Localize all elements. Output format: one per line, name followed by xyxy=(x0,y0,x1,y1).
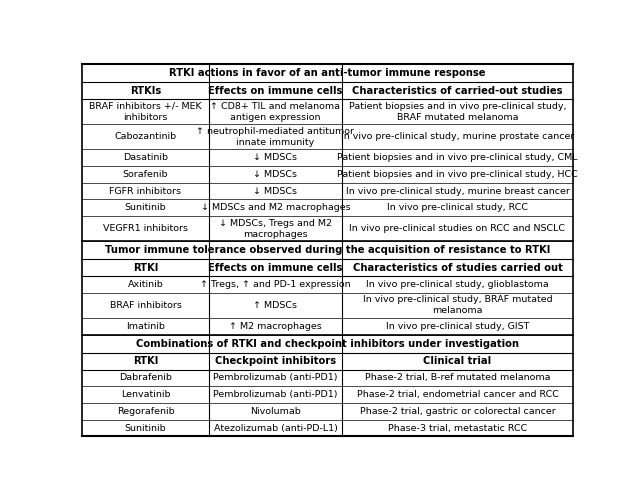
Text: Sorafenib: Sorafenib xyxy=(123,170,168,179)
Text: In vivo pre-clinical study, BRAF mutated
melanoma: In vivo pre-clinical study, BRAF mutated… xyxy=(363,295,552,315)
Text: Nivolumab: Nivolumab xyxy=(250,407,301,416)
Text: ↓ MDSCs and M2 macrophages: ↓ MDSCs and M2 macrophages xyxy=(201,203,350,212)
Text: ↑ neutrophil-mediated antitumor
innate immunity: ↑ neutrophil-mediated antitumor innate i… xyxy=(196,126,355,147)
Text: In vivo pre-clinical studies on RCC and NSCLC: In vivo pre-clinical studies on RCC and … xyxy=(350,224,566,233)
Text: Checkpoint inhibitors: Checkpoint inhibitors xyxy=(215,356,336,366)
Text: VEGFR1 inhibitors: VEGFR1 inhibitors xyxy=(103,224,188,233)
Text: ↑ MDSCs: ↑ MDSCs xyxy=(254,301,298,310)
Text: Characteristics of studies carried out: Characteristics of studies carried out xyxy=(353,263,562,273)
Text: Cabozantinib: Cabozantinib xyxy=(114,132,176,141)
Text: In vivo pre-clinical study, RCC: In vivo pre-clinical study, RCC xyxy=(387,203,528,212)
Text: ↑ Tregs, ↑ and PD-1 expression: ↑ Tregs, ↑ and PD-1 expression xyxy=(200,280,351,289)
Text: Phase-2 trial, gastric or colorectal cancer: Phase-2 trial, gastric or colorectal can… xyxy=(360,407,555,416)
Text: In vivo pre-clinical study, GIST: In vivo pre-clinical study, GIST xyxy=(386,322,529,331)
Text: Patient biopsies and in vivo pre-clinical study,
BRAF mutated melanoma: Patient biopsies and in vivo pre-clinica… xyxy=(349,102,566,122)
Text: Phase-2 trial, endometrial cancer and RCC: Phase-2 trial, endometrial cancer and RC… xyxy=(357,390,558,399)
Text: ↑ CD8+ TIL and melanoma
antigen expression: ↑ CD8+ TIL and melanoma antigen expressi… xyxy=(210,102,341,122)
Text: In vivo pre-clinical study, glioblastoma: In vivo pre-clinical study, glioblastoma xyxy=(366,280,549,289)
Text: BRAF inhibitors +/- MEK
inhibitors: BRAF inhibitors +/- MEK inhibitors xyxy=(89,102,202,122)
Text: Regorafenib: Regorafenib xyxy=(117,407,174,416)
Text: Axitinib: Axitinib xyxy=(128,280,164,289)
Text: Characteristics of carried-out studies: Characteristics of carried-out studies xyxy=(352,86,563,96)
Text: ↓ MDSCs: ↓ MDSCs xyxy=(254,186,298,195)
Text: Patient biopsies and in vivo pre-clinical study, HCC: Patient biopsies and in vivo pre-clinica… xyxy=(337,170,578,179)
Text: RTKI: RTKI xyxy=(133,263,158,273)
Text: Dasatinib: Dasatinib xyxy=(123,153,168,162)
Text: FGFR inhibitors: FGFR inhibitors xyxy=(109,186,181,195)
Text: ↑ M2 macrophages: ↑ M2 macrophages xyxy=(229,322,322,331)
Text: Pembrolizumab (anti-PD1): Pembrolizumab (anti-PD1) xyxy=(213,390,338,399)
Text: Pembrolizumab (anti-PD1): Pembrolizumab (anti-PD1) xyxy=(213,373,338,382)
Text: Sunitinib: Sunitinib xyxy=(125,424,166,433)
Text: In vivo pre-clinical study, murine prostate cancer: In vivo pre-clinical study, murine prost… xyxy=(341,132,574,141)
Text: Imatinib: Imatinib xyxy=(126,322,165,331)
Text: RTKIs: RTKIs xyxy=(130,86,161,96)
Text: Phase-2 trial, B-ref mutated melanoma: Phase-2 trial, B-ref mutated melanoma xyxy=(365,373,550,382)
Text: RTKI actions in favor of an anti-tumor immune response: RTKI actions in favor of an anti-tumor i… xyxy=(169,68,486,78)
Text: Effects on immune cells: Effects on immune cells xyxy=(208,263,343,273)
Text: BRAF inhibitors: BRAF inhibitors xyxy=(109,301,181,310)
Text: Patient biopsies and in vivo pre-clinical study, CML: Patient biopsies and in vivo pre-clinica… xyxy=(337,153,578,162)
Text: Atezolizumab (anti-PD-L1): Atezolizumab (anti-PD-L1) xyxy=(213,424,337,433)
Text: ↓ MDSCs: ↓ MDSCs xyxy=(254,170,298,179)
Text: Sunitinib: Sunitinib xyxy=(125,203,166,212)
Text: In vivo pre-clinical study, murine breast cancer: In vivo pre-clinical study, murine breas… xyxy=(346,186,569,195)
Text: Phase-3 trial, metastatic RCC: Phase-3 trial, metastatic RCC xyxy=(388,424,527,433)
Text: ↓ MDSCs, Tregs and M2
macrophages: ↓ MDSCs, Tregs and M2 macrophages xyxy=(219,219,332,239)
Text: Combinations of RTKI and checkpoint inhibitors under investigation: Combinations of RTKI and checkpoint inhi… xyxy=(136,339,519,349)
Text: Tumor immune tolerance observed during the acquisition of resistance to RTKI: Tumor immune tolerance observed during t… xyxy=(105,246,550,255)
Text: Lenvatinib: Lenvatinib xyxy=(121,390,170,399)
Text: Effects on immune cells: Effects on immune cells xyxy=(208,86,343,96)
Text: ↓ MDSCs: ↓ MDSCs xyxy=(254,153,298,162)
Text: RTKI: RTKI xyxy=(133,356,158,366)
Text: Clinical trial: Clinical trial xyxy=(424,356,491,366)
Text: Dabrafenib: Dabrafenib xyxy=(119,373,172,382)
